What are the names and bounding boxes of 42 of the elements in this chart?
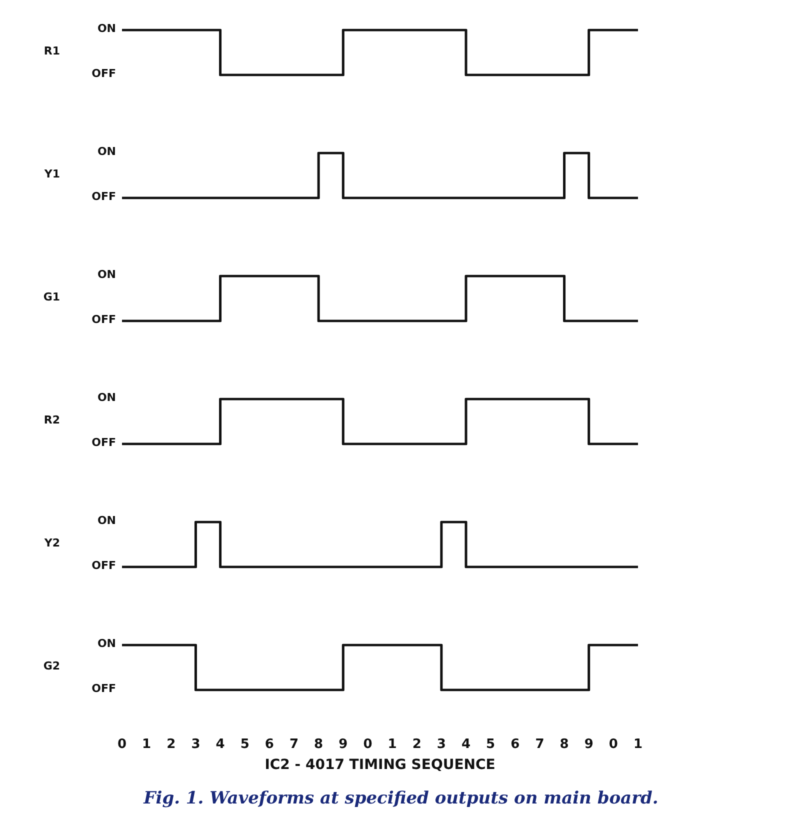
x-tick-label: 9 (584, 737, 594, 752)
annotation: OFF (92, 67, 116, 80)
x-tick-label: 0 (117, 737, 127, 752)
x-tick-label: 2 (166, 737, 176, 752)
x-tick-label: 0 (608, 737, 618, 752)
x-tick-label: 5 (486, 737, 496, 752)
y-axis-title: G1 (43, 290, 60, 304)
x-tick-label: 7 (535, 737, 544, 752)
annotation: ON (97, 514, 116, 527)
x-tick-label: 4 (216, 737, 225, 752)
caption: Fig. 1. Waveforms at specified outputs on main board. (142, 788, 658, 808)
x-tick-label: 7 (289, 737, 299, 752)
annotation: OFF (92, 559, 116, 572)
x-tick-label: 1 (633, 737, 643, 752)
x-tick-label: 0 (363, 737, 372, 752)
annotation: ON (97, 637, 116, 650)
annotation: OFF (92, 436, 116, 449)
y-axis-title: R2 (44, 414, 60, 426)
x-tick-label: 3 (191, 737, 200, 752)
x-tick-label: 4 (461, 737, 471, 752)
x-axis-title: IC2 - 4017 TIMING SEQUENCE (264, 757, 496, 773)
annotation: ON (97, 145, 116, 158)
annotation: OFF (92, 190, 116, 203)
x-tick-label: 5 (240, 737, 250, 752)
annotation: OFF (92, 682, 116, 695)
x-tick-label: 3 (436, 737, 446, 752)
x-tick-label: 8 (560, 737, 569, 752)
y-axis-title: G2 (43, 660, 60, 672)
x-tick-label: 6 (264, 737, 274, 752)
x-tick-label: 1 (142, 737, 152, 752)
annotation: ON (97, 22, 116, 35)
y-axis-title: Y1 (43, 168, 60, 180)
x-tick-label: 6 (510, 737, 520, 752)
annotation: OFF (92, 313, 116, 326)
x-tick-label: 9 (338, 737, 348, 752)
y-axis-title: R1 (44, 44, 60, 58)
annotation: ON (97, 268, 116, 281)
annotation: ON (97, 391, 116, 404)
x-tick-label: 8 (314, 737, 324, 752)
y-axis-title: Y2 (43, 536, 60, 550)
x-tick-label: 1 (388, 737, 397, 752)
x-tick-label: 2 (412, 737, 422, 752)
